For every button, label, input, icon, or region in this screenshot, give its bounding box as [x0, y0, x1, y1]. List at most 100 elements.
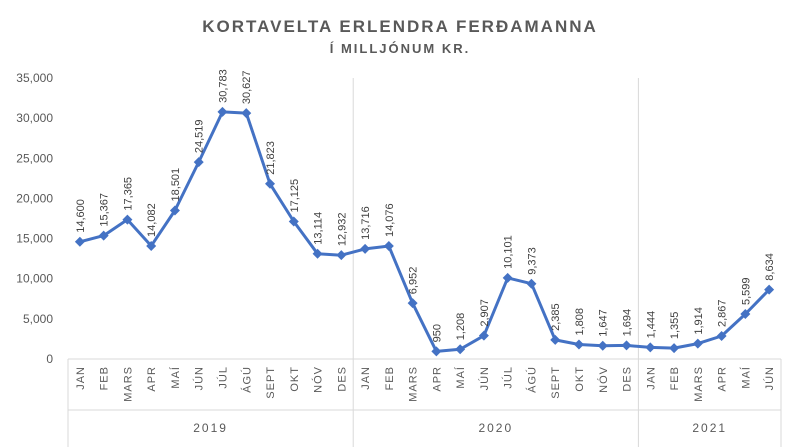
data-point [265, 178, 276, 189]
data-point [146, 240, 157, 251]
x-tick-label: MARS [122, 366, 134, 402]
data-label: 30,627 [241, 70, 253, 104]
data-label: 1,914 [693, 307, 705, 335]
year-dividers [67, 78, 782, 447]
x-tick-label: SEPT [265, 366, 277, 399]
x-tick-label: MARS [408, 366, 420, 402]
data-point [169, 205, 180, 216]
data-point [241, 108, 252, 119]
data-label: 21,823 [265, 141, 277, 175]
x-tick-label: JAN [75, 366, 87, 390]
data-label: 14,076 [384, 203, 396, 237]
data-label: 1,647 [598, 309, 610, 337]
chart-title: KORTAVELTA ERLENDRA FERÐAMANNA [202, 17, 598, 36]
y-tick-label: 25,000 [16, 151, 53, 165]
data-point [98, 230, 109, 241]
y-tick-label: 20,000 [16, 191, 53, 205]
x-tick-label: OKT [289, 366, 301, 392]
data-label: 14,600 [75, 199, 87, 233]
data-point [193, 157, 204, 168]
data-label: 24,519 [194, 119, 206, 153]
data-label: 30,783 [217, 69, 229, 103]
data-label: 1,808 [574, 308, 586, 336]
data-label: 1,355 [669, 312, 681, 340]
data-point [74, 236, 85, 247]
x-tick-label: FEB [99, 366, 111, 390]
x-tick-label: OKT [574, 366, 586, 392]
data-point [383, 240, 394, 251]
data-label: 13,716 [360, 206, 372, 240]
data-point [502, 272, 513, 283]
data-label: 2,385 [550, 303, 562, 331]
data-label: 1,444 [645, 311, 657, 339]
data-label: 13,114 [313, 212, 325, 245]
data-label: 12,932 [336, 213, 348, 247]
data-point [716, 330, 727, 341]
x-tick-label: ÁGÚ [240, 366, 253, 393]
x-tick-label: FEB [384, 366, 396, 390]
data-point [431, 346, 442, 357]
x-tick-label: APR [717, 366, 729, 392]
x-tick-label: DES [336, 366, 348, 392]
data-point [336, 250, 347, 261]
x-tick-label: JÚL [216, 366, 229, 389]
data-label: 10,101 [503, 235, 515, 269]
data-point [217, 106, 228, 117]
data-label: 17,365 [122, 177, 134, 211]
x-tick-label: NÓV [312, 366, 325, 393]
data-point [550, 334, 561, 345]
data-label: 9,373 [526, 247, 538, 275]
y-axis: 0 5,000 10,000 15,000 20,000 25,000 30,000 35,0… [16, 71, 53, 366]
data-label: 1,208 [455, 313, 467, 341]
data-label: 18,501 [170, 168, 182, 202]
data-point [288, 216, 299, 227]
x-tick-label: APR [146, 366, 158, 392]
data-point [764, 284, 775, 295]
data-label: 950 [431, 324, 443, 342]
data-point [312, 248, 323, 259]
x-tick-label: JÚL [502, 366, 515, 389]
x-tick-label: ÁGÚ [525, 366, 538, 393]
data-point [407, 298, 418, 309]
data-point [526, 278, 537, 289]
y-tick-label: 10,000 [16, 272, 53, 286]
x-tick-label: MAÍ [169, 366, 182, 389]
data-label: 2,867 [717, 299, 729, 327]
x-tick-label: MAÍ [739, 366, 752, 389]
data-point [573, 339, 584, 350]
data-point [740, 309, 751, 320]
y-tick-label: 5,000 [23, 312, 53, 326]
data-point [621, 340, 632, 351]
x-tick-label: DES [622, 366, 634, 392]
data-point [478, 330, 489, 341]
y-tick-label: 0 [46, 352, 53, 366]
data-point [122, 214, 133, 225]
data-point [455, 344, 466, 355]
year-label: 2019 [193, 421, 228, 435]
x-tick-label: MARS [693, 366, 705, 402]
x-tick-label: FEB [669, 366, 681, 390]
chart-subtitle: Í MILLJÓNUM KR. [330, 41, 471, 56]
x-tick-label: SEPT [550, 366, 562, 399]
x-tick-label: MAÍ [454, 366, 467, 389]
x-tick-label: JAN [645, 366, 657, 390]
data-label: 5,599 [740, 278, 752, 306]
x-tick-label: JÚN [478, 366, 491, 390]
year-label: 2021 [692, 421, 727, 435]
x-tick-label: APR [431, 366, 443, 392]
data-label: 2,907 [479, 299, 491, 327]
y-tick-label: 35,000 [16, 71, 53, 85]
x-tick-label: JÚN [193, 366, 206, 390]
data-label: 8,634 [764, 253, 776, 281]
data-point [360, 243, 371, 254]
x-tick-label: JÚN [763, 366, 776, 390]
year-label: 2020 [478, 421, 513, 435]
data-point [692, 338, 703, 349]
x-tick-label: JAN [360, 366, 372, 390]
x-tick-label: NÓV [597, 366, 610, 393]
x-axis: JAN FEB MARS APR MAÍ JÚN JÚL ÁGÚ SEPT OKT NÓV DES JA… [68, 358, 781, 435]
series-line [79, 110, 771, 353]
data-point [597, 340, 608, 351]
data-label: 14,082 [146, 203, 158, 237]
